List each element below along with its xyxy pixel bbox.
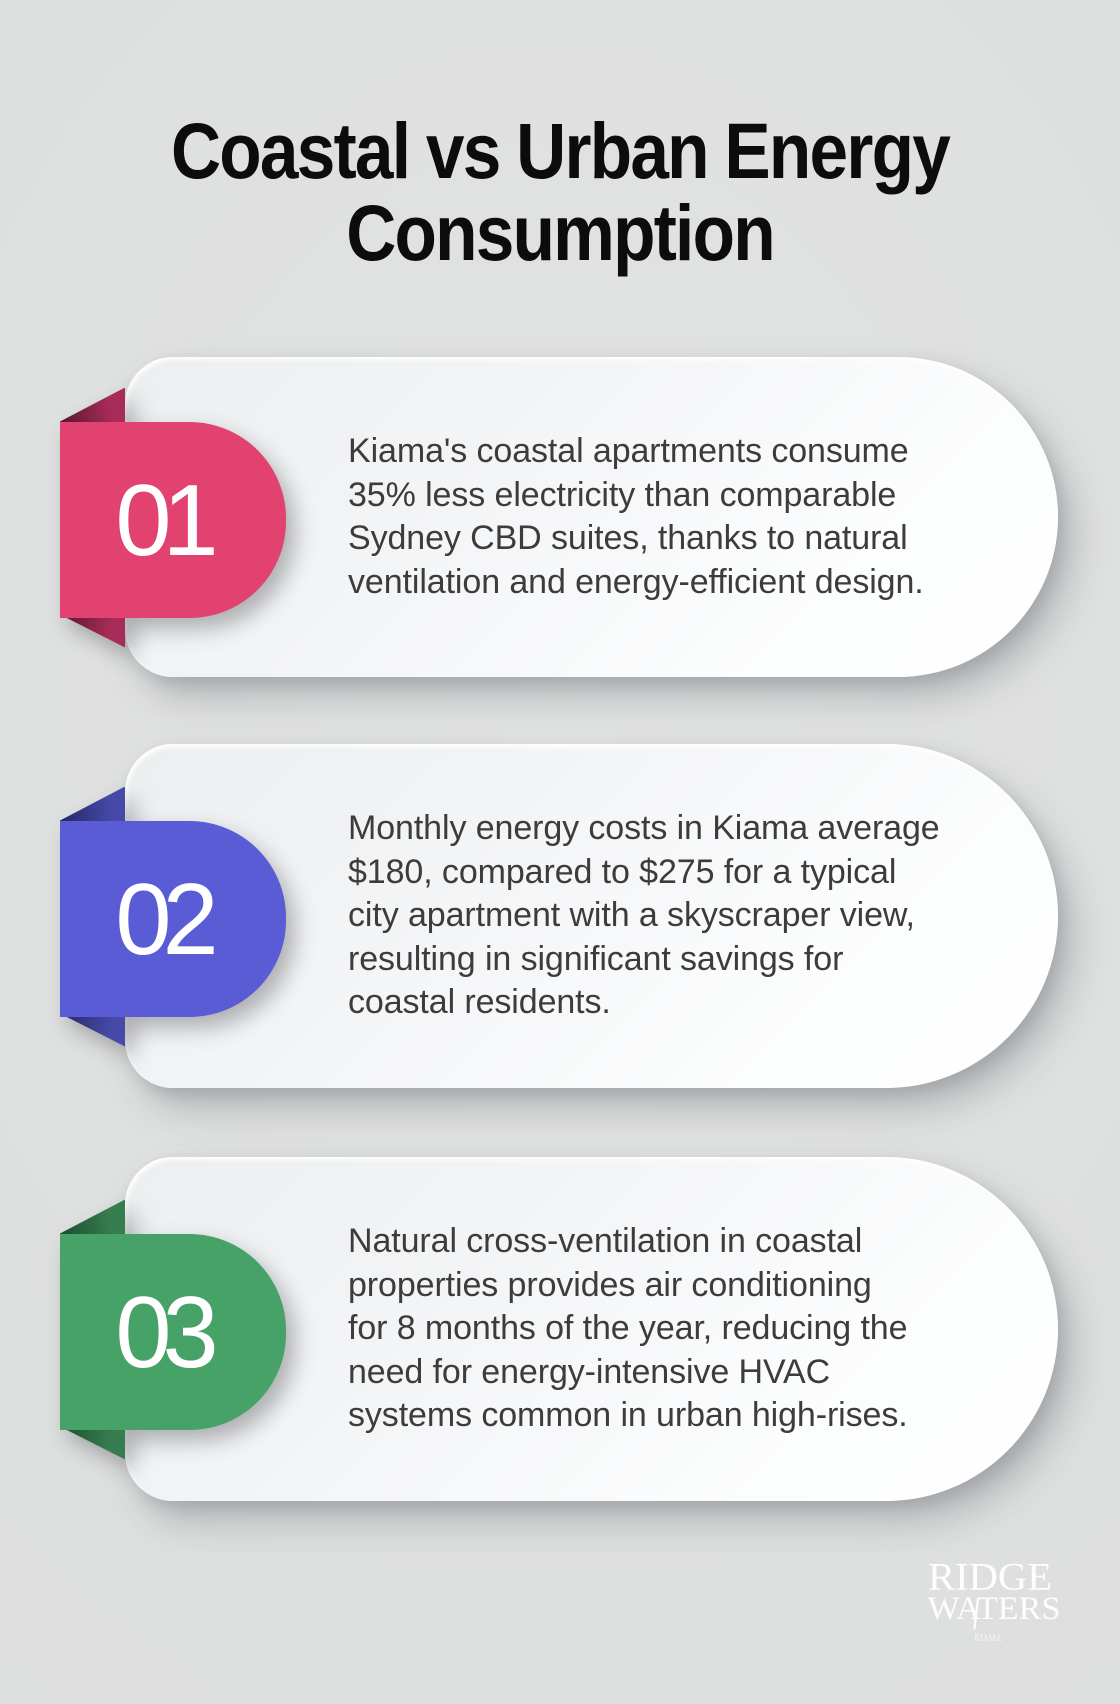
svg-text:RIDGE: RIDGE [928, 1556, 1052, 1599]
svg-text:WATERS: WATERS [928, 1591, 1061, 1627]
svg-text:KIAMA: KIAMA [975, 1633, 1002, 1644]
